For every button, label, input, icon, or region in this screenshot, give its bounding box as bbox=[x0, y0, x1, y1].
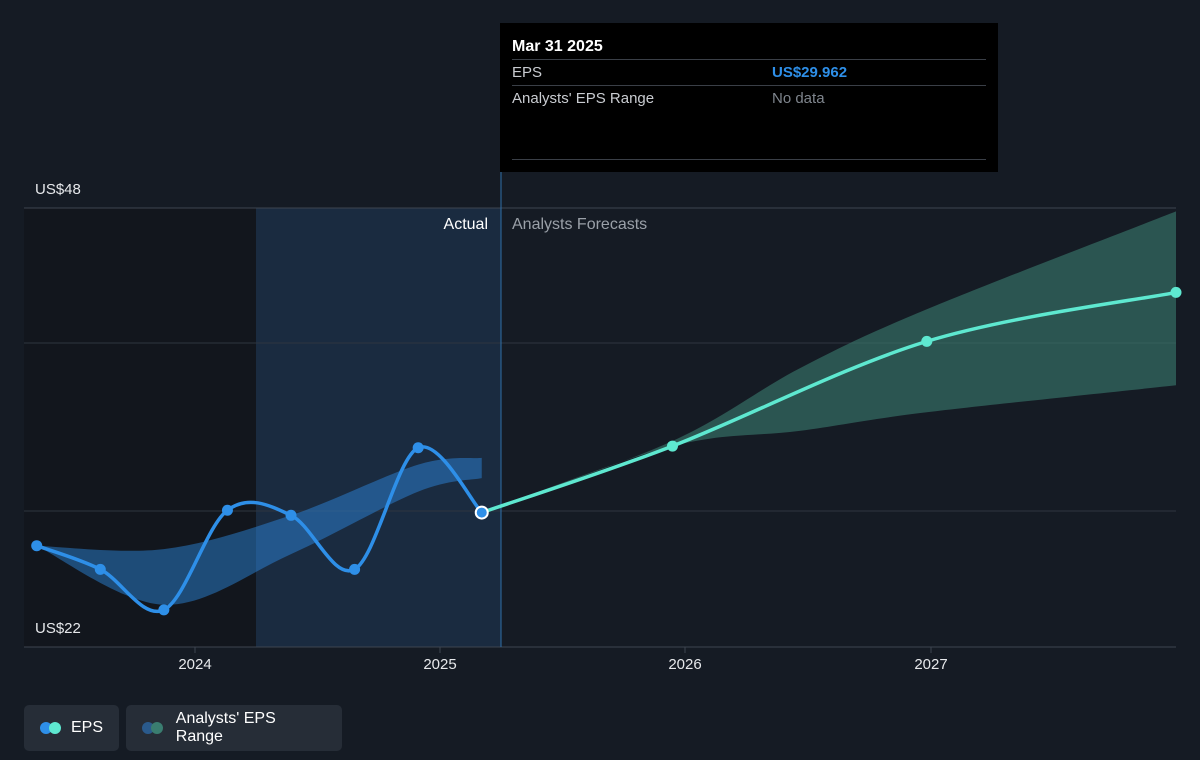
eps-forecast-point-3[interactable] bbox=[1170, 286, 1182, 298]
data-tooltip: Mar 31 2025 EPS US$29.962 Analysts' EPS … bbox=[500, 23, 998, 172]
actual-range-band bbox=[36, 457, 482, 605]
eps-actual-point-5[interactable] bbox=[349, 563, 361, 575]
eps-forecast-point-1[interactable] bbox=[666, 440, 678, 452]
x-axis-label-2024: 2024 bbox=[178, 656, 212, 673]
eps-highlight-point[interactable] bbox=[474, 505, 489, 520]
y-axis-max-label: US$48 bbox=[35, 181, 81, 198]
range-legend-icon bbox=[142, 722, 166, 734]
eps-legend-icon bbox=[40, 722, 61, 734]
eps-points bbox=[31, 286, 1182, 616]
legend-eps-label: EPS bbox=[70, 719, 103, 736]
x-axis-label-2025: 2025 bbox=[423, 656, 457, 673]
eps-actual-point-2[interactable] bbox=[158, 604, 170, 616]
tooltip-range-value: No data bbox=[772, 90, 825, 107]
tooltip-eps-row: EPS US$29.962 bbox=[512, 59, 986, 85]
legend-range-label: Analysts' EPS Range bbox=[175, 710, 276, 745]
legend-range-button[interactable]: Analysts' EPS Range bbox=[126, 705, 342, 751]
actual-region-label: Actual bbox=[443, 216, 488, 233]
tooltip-date: Mar 31 2025 bbox=[512, 38, 603, 55]
tooltip-range-row: Analysts' EPS Range No data bbox=[512, 85, 986, 111]
eps-forecast-point-2[interactable] bbox=[921, 335, 933, 347]
eps-actual-point-1[interactable] bbox=[94, 563, 106, 575]
eps-range-bands bbox=[36, 211, 1176, 605]
eps-actual-point-3[interactable] bbox=[221, 504, 233, 516]
tooltip-range-label: Analysts' EPS Range bbox=[512, 90, 655, 107]
forecast-region-label: Analysts Forecasts bbox=[512, 216, 648, 233]
eps-actual-point-0[interactable] bbox=[31, 540, 43, 552]
tooltip-eps-label: EPS bbox=[512, 64, 543, 81]
eps-actual-point-4[interactable] bbox=[285, 509, 297, 521]
eps-actual-point-6[interactable] bbox=[412, 442, 424, 454]
eps-forecast-line bbox=[479, 290, 1178, 515]
legend-eps-button[interactable]: EPS bbox=[24, 705, 119, 751]
x-axis-label-2026: 2026 bbox=[668, 656, 702, 673]
tooltip-divider bbox=[512, 159, 986, 160]
y-axis-min-label: US$22 bbox=[35, 620, 81, 637]
forecast-range-band bbox=[481, 211, 1176, 513]
actual-period-shade bbox=[256, 208, 501, 647]
past-area-background bbox=[24, 208, 256, 647]
x-axis-label-2027: 2027 bbox=[914, 656, 948, 673]
tooltip-eps-value: US$29.962 bbox=[772, 64, 848, 81]
